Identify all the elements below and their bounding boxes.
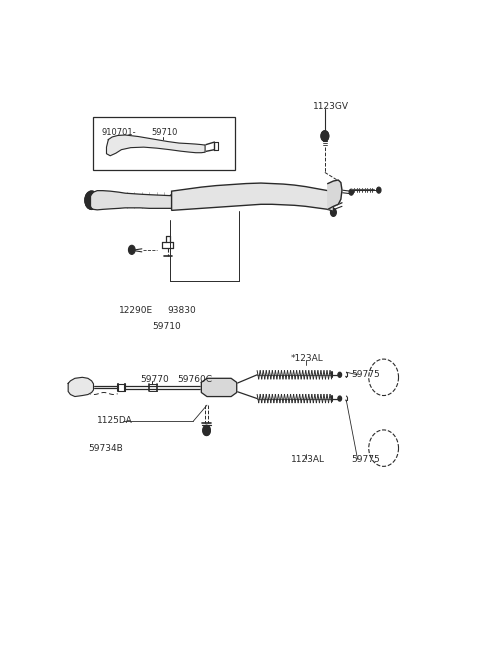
Text: 59710: 59710 [152,322,180,331]
Circle shape [321,131,329,141]
Circle shape [338,396,342,401]
Text: 59760C: 59760C [177,375,212,384]
Circle shape [103,139,112,151]
Text: 1123GV: 1123GV [313,102,349,111]
Circle shape [338,373,342,377]
Circle shape [377,187,381,193]
Circle shape [349,189,353,195]
Polygon shape [172,183,334,212]
Circle shape [85,191,98,210]
Text: 12290E: 12290E [119,306,153,315]
Circle shape [336,196,340,202]
Text: 93830: 93830 [167,306,196,315]
Polygon shape [91,191,172,210]
Polygon shape [107,135,205,156]
Polygon shape [68,377,94,397]
Circle shape [129,245,135,254]
Text: 1123AL: 1123AL [290,455,324,464]
Text: 1125DA: 1125DA [97,416,133,425]
Bar [94,117,235,170]
Polygon shape [202,378,237,397]
Text: 59775: 59775 [351,455,380,464]
Circle shape [167,195,177,208]
Circle shape [333,190,338,197]
Text: *123AL: *123AL [290,353,324,363]
Text: 59775: 59775 [351,371,380,379]
Circle shape [203,425,210,436]
Circle shape [330,208,336,216]
Text: 910701-: 910701- [102,129,136,137]
Polygon shape [328,180,342,210]
Circle shape [333,184,338,191]
Text: 59734B: 59734B [88,443,123,453]
Text: 59770: 59770 [140,375,169,384]
Text: 59710: 59710 [151,129,178,137]
